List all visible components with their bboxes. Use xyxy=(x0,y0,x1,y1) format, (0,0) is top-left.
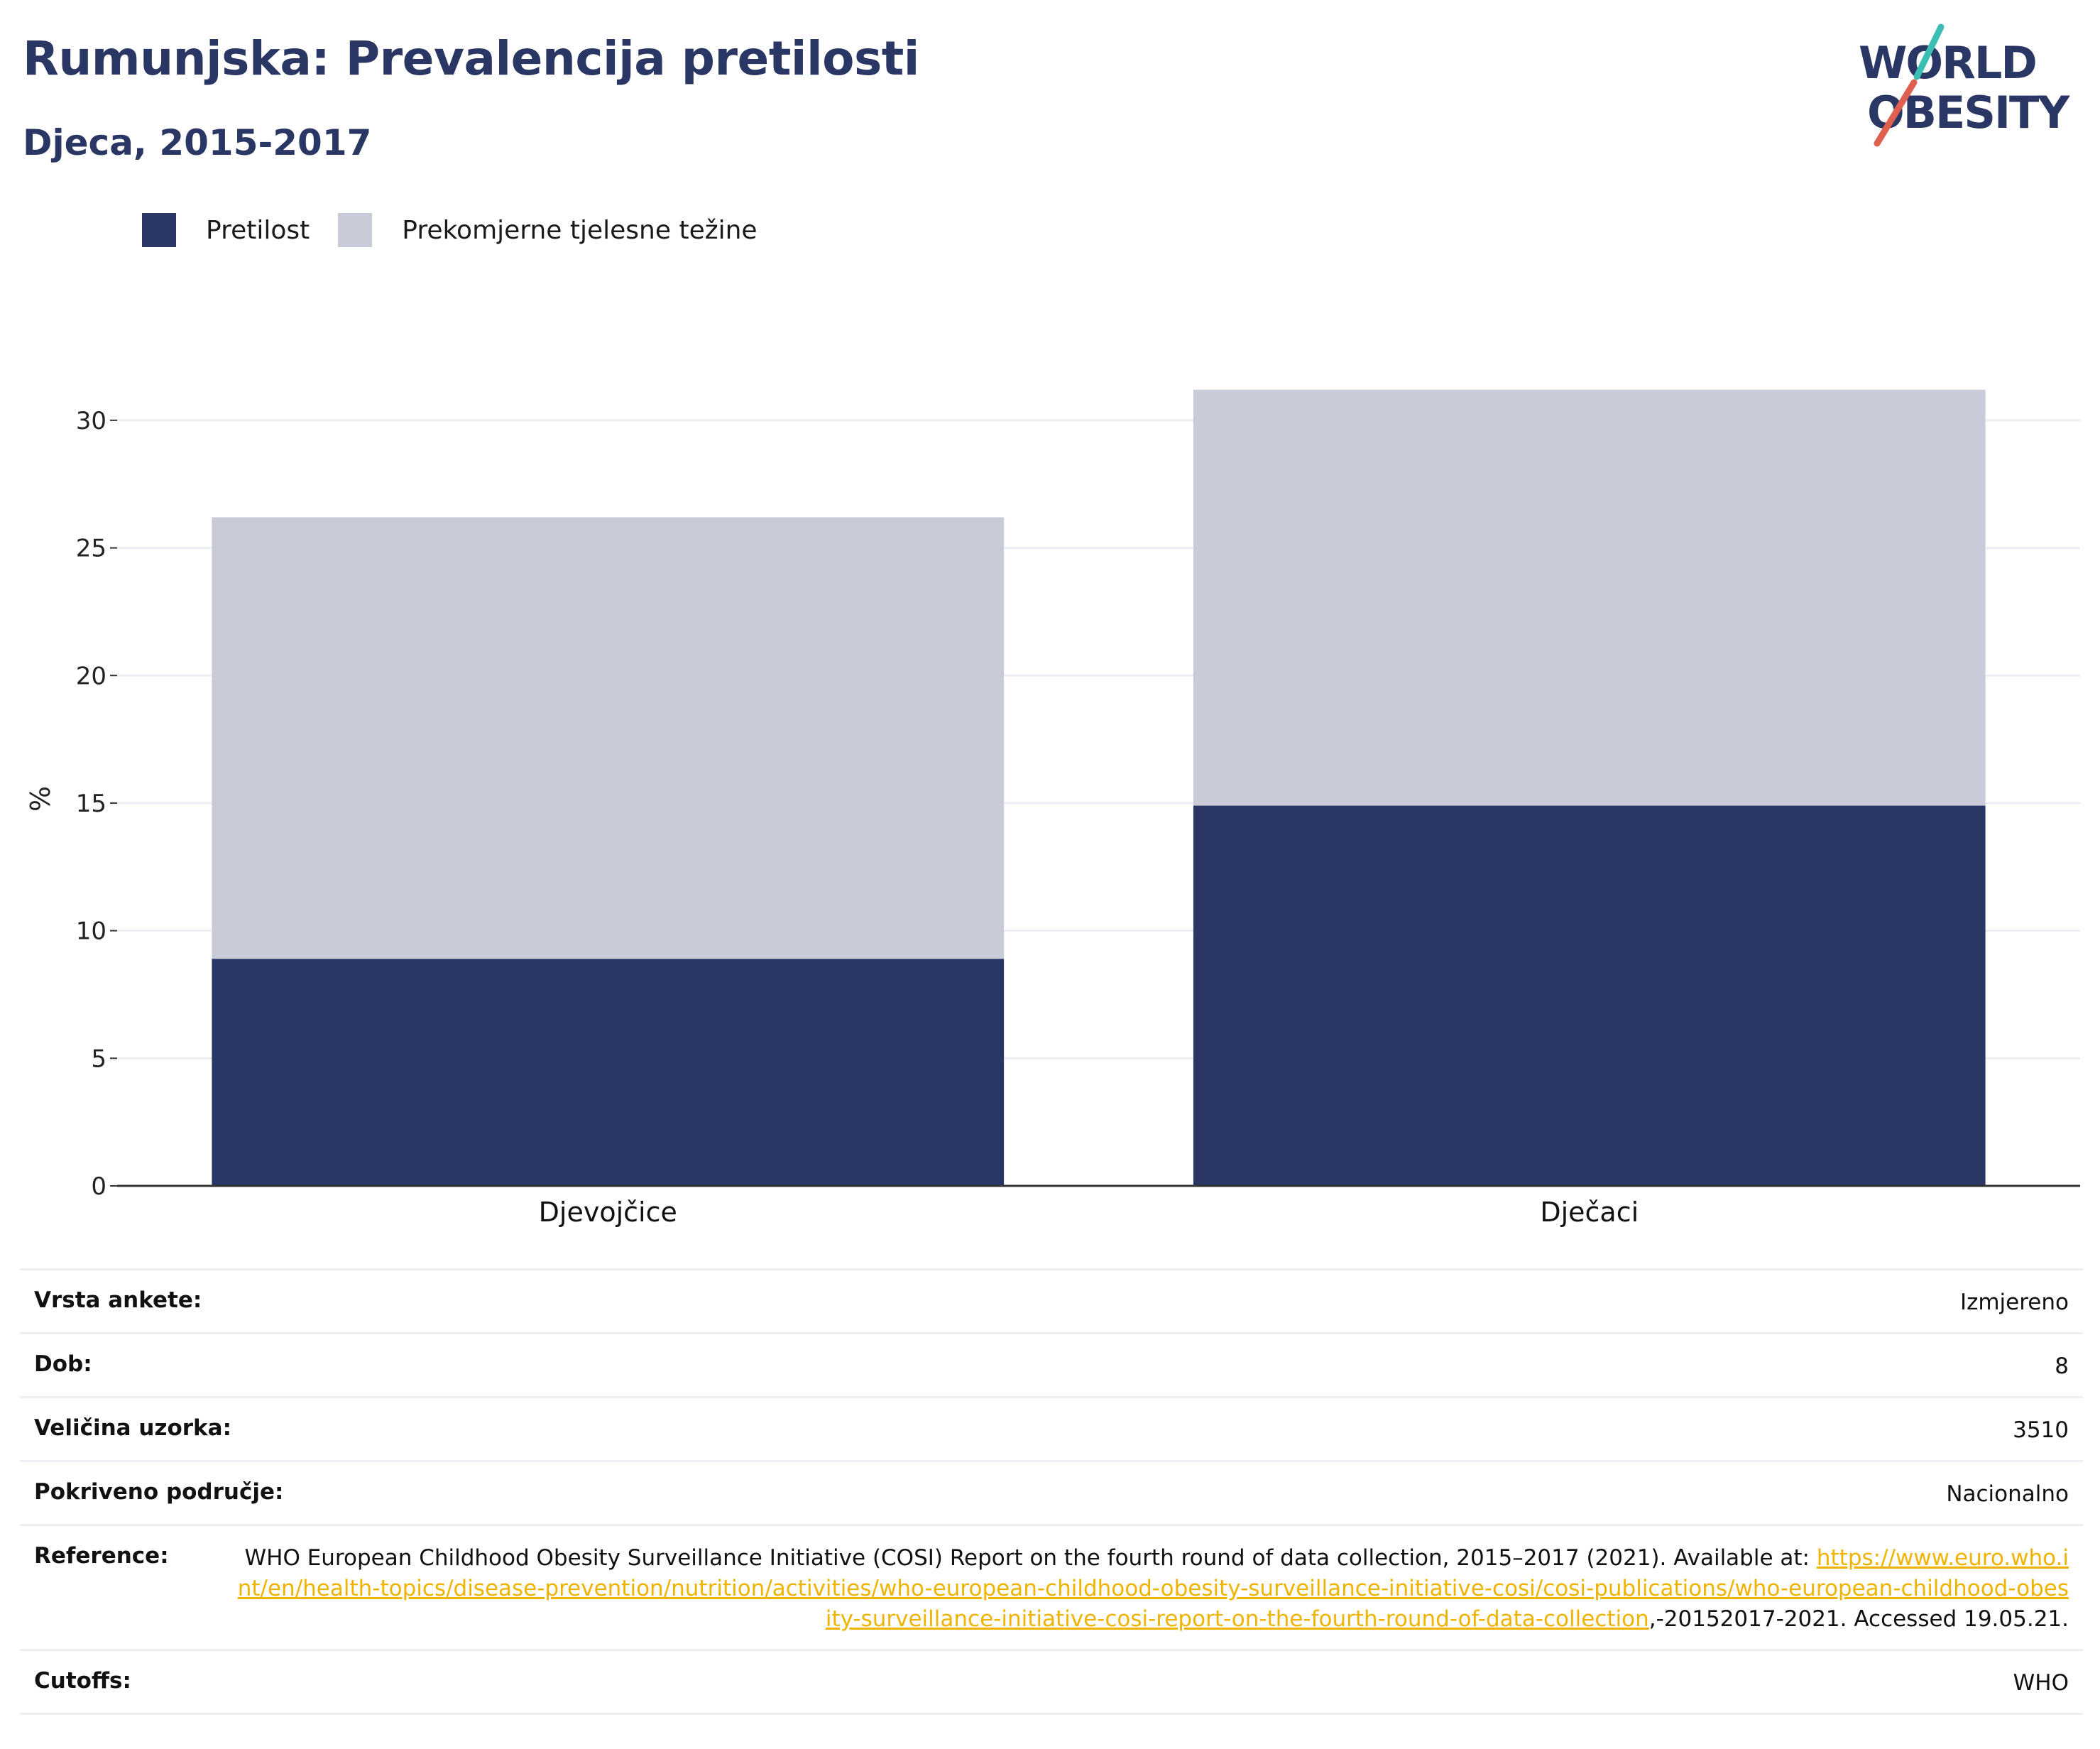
info-row-area: Pokriveno područje: Nacionalno xyxy=(20,1462,2083,1526)
y-tick-label: 0 xyxy=(91,1172,106,1201)
legend-item-obesity[interactable]: Pretilost xyxy=(142,213,310,247)
reference-text-before: WHO European Childhood Obesity Surveilla… xyxy=(244,1545,1817,1571)
info-label: Pokriveno područje: xyxy=(34,1479,284,1505)
legend-item-overweight[interactable]: Prekomjerne tjelesne težine xyxy=(338,213,758,247)
x-tick-label: Dječaci xyxy=(1540,1197,1639,1228)
info-value: Izmjereno xyxy=(1959,1290,2069,1315)
legend-swatch-obesity xyxy=(142,213,176,247)
logo-text-world: WORLD xyxy=(1859,37,2036,89)
info-label: Dob: xyxy=(34,1351,92,1377)
info-row-survey-type: Vrsta ankete: Izmjereno xyxy=(20,1270,2083,1334)
y-axis-label: % xyxy=(25,786,56,812)
bar-overweight-girls xyxy=(212,517,1005,959)
info-label: Veličina uzorka: xyxy=(34,1415,231,1441)
info-value: WHO xyxy=(2013,1670,2069,1696)
page-title: Rumunjska: Prevalencija pretilosti xyxy=(23,31,919,86)
info-value: 8 xyxy=(2055,1353,2069,1379)
y-tick-label: 20 xyxy=(76,662,106,690)
reference-link[interactable]: https://www.euro.who.int/en/health-topic… xyxy=(237,1545,2069,1632)
y-tick-label: 15 xyxy=(76,790,106,818)
info-row-age: Dob: 8 xyxy=(20,1334,2083,1398)
page-subtitle: Djeca, 2015-2017 xyxy=(23,122,372,163)
bar-chart: 0 5 10 15 20 25 30% Djevojčice Dječaci xyxy=(25,389,2080,1228)
bar-overweight-boys xyxy=(1193,389,1986,806)
legend-label-overweight: Prekomjerne tjelesne težine xyxy=(402,215,758,245)
x-tick-label: Djevojčice xyxy=(539,1197,677,1228)
info-label: Cutoffs: xyxy=(34,1668,131,1694)
y-tick-label: 5 xyxy=(91,1045,106,1073)
chart-legend: Pretilost Prekomjerne tjelesne težine xyxy=(142,213,786,247)
logo-text-obesity: OBESITY xyxy=(1867,87,2070,138)
reference-text-after: ,-20152017-2021. Accessed 19.05.21. xyxy=(1648,1606,2069,1632)
legend-swatch-overweight xyxy=(338,213,373,247)
bar-obesity-girls xyxy=(212,959,1005,1186)
y-tick-label: 30 xyxy=(76,407,106,435)
y-tick-label: 25 xyxy=(76,535,106,563)
y-tick-label: 10 xyxy=(76,917,106,946)
info-table: Vrsta ankete: Izmjereno Dob: 8 Veličina … xyxy=(20,1268,2083,1715)
reference-text: WHO European Childhood Obesity Surveilla… xyxy=(237,1543,2069,1635)
bar-obesity-boys xyxy=(1193,805,1986,1186)
logo-slash-bottom xyxy=(1874,79,1918,147)
info-label: Vrsta ankete: xyxy=(34,1287,202,1313)
legend-label-obesity: Pretilost xyxy=(206,215,310,245)
info-row-sample-size: Veličina uzorka: 3510 xyxy=(20,1398,2083,1462)
info-value: Nacionalno xyxy=(1946,1481,2069,1507)
info-row-reference: Reference: WHO European Childhood Obesit… xyxy=(20,1526,2083,1651)
info-value: 3510 xyxy=(2013,1417,2069,1443)
info-row-cutoffs: Cutoffs: WHO xyxy=(20,1651,2083,1715)
world-obesity-logo: WORLD OBESITY xyxy=(1859,23,2072,147)
logo-slash-top xyxy=(1913,23,1945,80)
info-label: Reference: xyxy=(34,1543,169,1569)
